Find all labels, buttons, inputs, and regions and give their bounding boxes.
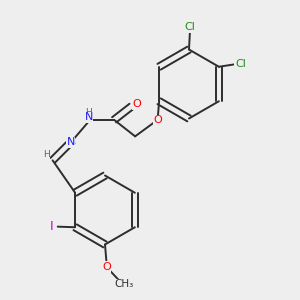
Text: O: O: [133, 99, 141, 109]
Text: H: H: [43, 151, 50, 160]
Text: Cl: Cl: [235, 59, 246, 69]
Text: Cl: Cl: [184, 22, 195, 32]
Text: O: O: [153, 115, 162, 125]
Text: H: H: [85, 108, 92, 117]
Text: N: N: [66, 137, 75, 147]
Text: CH₃: CH₃: [115, 279, 134, 290]
Text: N: N: [84, 112, 93, 122]
Text: O: O: [102, 262, 111, 272]
Text: I: I: [50, 220, 53, 233]
